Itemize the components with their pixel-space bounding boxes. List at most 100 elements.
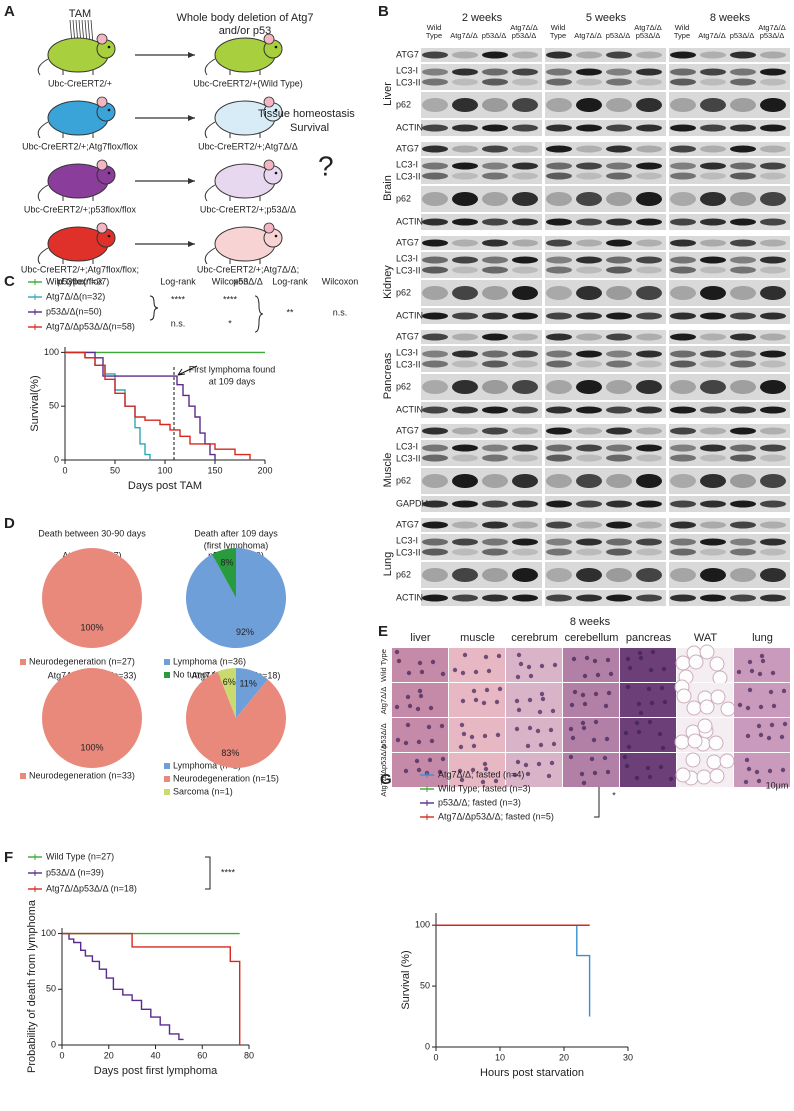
annotation: at 109 days bbox=[209, 376, 256, 386]
blot-strip bbox=[545, 424, 666, 438]
arrowhead bbox=[188, 115, 195, 121]
histology-cell bbox=[608, 671, 614, 677]
blot-band bbox=[760, 218, 786, 226]
protein-label: LC3-II bbox=[396, 359, 421, 369]
blot-band bbox=[576, 68, 602, 76]
blot-band bbox=[670, 568, 696, 582]
histology-cell bbox=[518, 661, 524, 667]
lane-label: p53Δ/Δ bbox=[512, 31, 537, 40]
genotype-label: Ubc-CreERT2/+;Atg7Δ/Δ bbox=[198, 141, 298, 151]
blot-strip bbox=[669, 214, 790, 230]
blot-band bbox=[636, 406, 662, 414]
histology-cell bbox=[405, 722, 411, 728]
histology-cell bbox=[605, 657, 611, 663]
blot-band bbox=[452, 427, 478, 435]
genotype-label: Ubc-CreERT2/+;p53flox/flox bbox=[24, 204, 137, 214]
blot-band bbox=[452, 239, 478, 247]
blot-band bbox=[576, 51, 602, 59]
tissue-label: Lung bbox=[382, 552, 394, 576]
blot-band bbox=[730, 444, 756, 452]
blot-band bbox=[730, 594, 756, 602]
lane-label: Atg7Δ/Δ bbox=[698, 31, 726, 40]
blot-band bbox=[760, 380, 786, 394]
blot-band bbox=[546, 98, 572, 112]
histology-cell bbox=[593, 719, 599, 725]
protein-label: LC3-II bbox=[396, 453, 421, 463]
blot-band bbox=[700, 427, 726, 435]
histology-tile bbox=[620, 648, 676, 682]
tissue-column: lung bbox=[752, 632, 773, 644]
blot-band bbox=[700, 78, 726, 86]
blot-band bbox=[546, 286, 572, 300]
x-tick-label: 20 bbox=[559, 1052, 569, 1062]
blot-band bbox=[670, 192, 696, 206]
protein-label: p62 bbox=[396, 193, 411, 203]
protein-label: LC3-II bbox=[396, 171, 421, 181]
histology-cell bbox=[426, 724, 432, 730]
histology-cell bbox=[416, 767, 422, 773]
blot-strip bbox=[421, 120, 542, 136]
blot-band bbox=[760, 172, 786, 180]
protein-label: ATG7 bbox=[396, 519, 419, 529]
histology-cell bbox=[580, 720, 586, 726]
mouse-tail bbox=[204, 58, 216, 76]
histology-cell bbox=[457, 768, 463, 774]
blot-band bbox=[482, 98, 508, 112]
blot-band bbox=[606, 350, 632, 358]
panel-letter: D bbox=[4, 515, 15, 532]
panel-letter: F bbox=[4, 849, 13, 866]
histology-cell bbox=[592, 770, 598, 776]
annotation-arrow bbox=[177, 365, 198, 376]
tissue-column: cerebrum bbox=[511, 632, 557, 644]
pie-slice bbox=[211, 548, 236, 598]
blot-band bbox=[482, 78, 508, 86]
mouse-legs bbox=[62, 70, 94, 75]
blot-band bbox=[422, 568, 448, 582]
x-tick-label: 10 bbox=[495, 1052, 505, 1062]
histology-cell bbox=[757, 671, 763, 677]
blot-band bbox=[452, 360, 478, 368]
blot-band bbox=[482, 68, 508, 76]
blot-band bbox=[482, 124, 508, 132]
question-mark: ? bbox=[318, 150, 334, 181]
blot-band bbox=[546, 454, 572, 462]
blot-strip bbox=[421, 158, 542, 184]
blot-band bbox=[546, 124, 572, 132]
blot-band bbox=[760, 266, 786, 274]
histology-cell bbox=[709, 768, 725, 784]
histology-cell bbox=[647, 774, 653, 780]
blot-band bbox=[730, 239, 756, 247]
histology-cell bbox=[688, 654, 704, 670]
blot-band bbox=[760, 568, 786, 582]
blot-band bbox=[636, 239, 662, 247]
blot-band bbox=[452, 172, 478, 180]
blot-band bbox=[576, 145, 602, 153]
histology-tile bbox=[449, 718, 505, 752]
blot-band bbox=[422, 145, 448, 153]
blot-band bbox=[512, 538, 538, 546]
blot-band bbox=[546, 548, 572, 556]
histology-cell bbox=[582, 673, 588, 679]
histology-cell bbox=[674, 734, 690, 750]
histology-cell bbox=[662, 699, 668, 705]
histology-tile bbox=[734, 683, 790, 717]
blot-band bbox=[700, 350, 726, 358]
blot-band bbox=[512, 266, 538, 274]
blot-band bbox=[606, 454, 632, 462]
histology-cell bbox=[539, 691, 545, 697]
histology-cell bbox=[687, 733, 703, 749]
blot-band bbox=[482, 594, 508, 602]
blot-strip bbox=[421, 496, 542, 512]
histology-cell bbox=[720, 701, 736, 717]
mouse-tail bbox=[37, 184, 49, 202]
mouse-icon bbox=[37, 159, 116, 202]
blot-band bbox=[730, 172, 756, 180]
arrowhead bbox=[188, 241, 195, 247]
mouse-ear bbox=[263, 159, 275, 171]
blot-strip bbox=[669, 236, 790, 250]
protein-label: ACTIN bbox=[396, 216, 423, 226]
histology-cell bbox=[405, 694, 411, 700]
mouse-ear bbox=[96, 96, 108, 108]
histology-cell bbox=[470, 767, 476, 773]
